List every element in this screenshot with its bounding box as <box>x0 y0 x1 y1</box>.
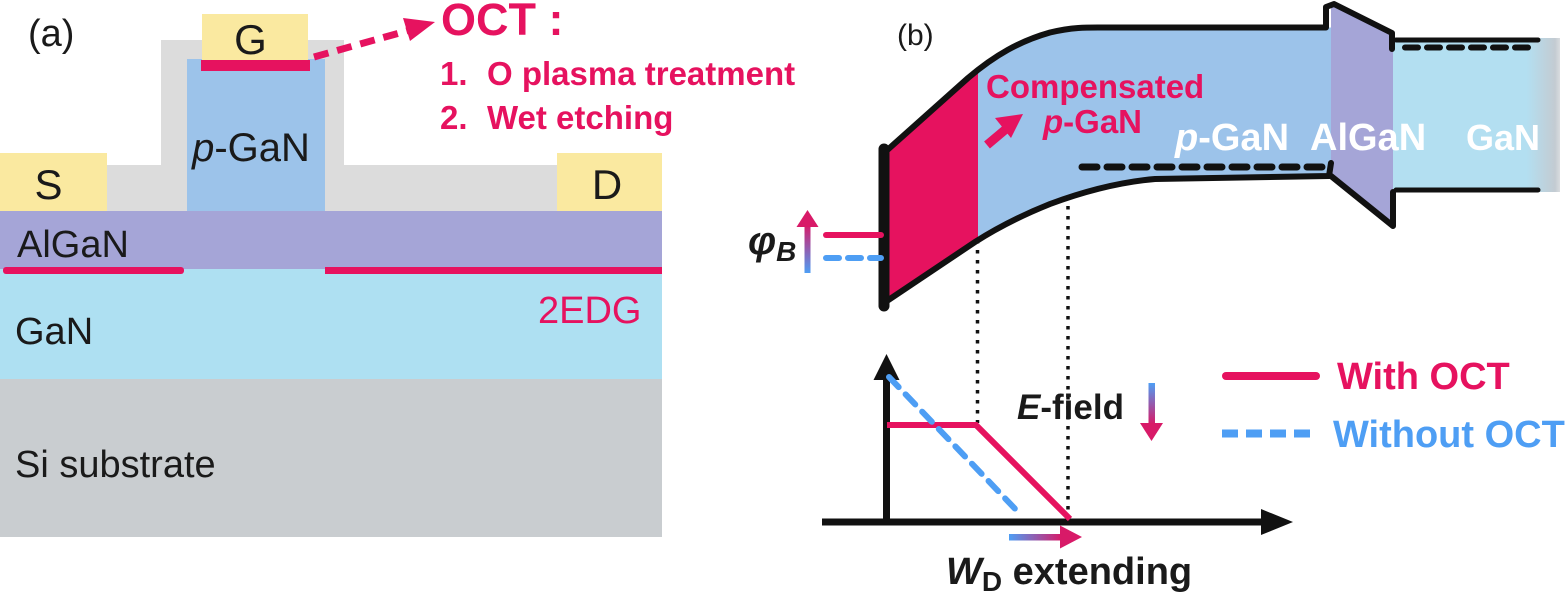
svg-text:φB: φB <box>748 219 796 267</box>
svg-text:p-GaN: p-GaN <box>1174 117 1289 159</box>
svg-text:With OCT: With OCT <box>1337 356 1510 398</box>
svg-text:p-GaN: p-GaN <box>1042 103 1142 140</box>
svg-text:Without OCT: Without OCT <box>1333 414 1565 456</box>
svg-text:GaN: GaN <box>1466 117 1540 158</box>
svg-text:(b): (b) <box>897 19 934 52</box>
svg-text:AlGaN: AlGaN <box>1310 117 1426 159</box>
svg-text:Compensated: Compensated <box>986 68 1204 105</box>
svg-text:WD extending: WD extending <box>946 551 1192 596</box>
svg-text:E-field: E-field <box>1017 388 1124 427</box>
